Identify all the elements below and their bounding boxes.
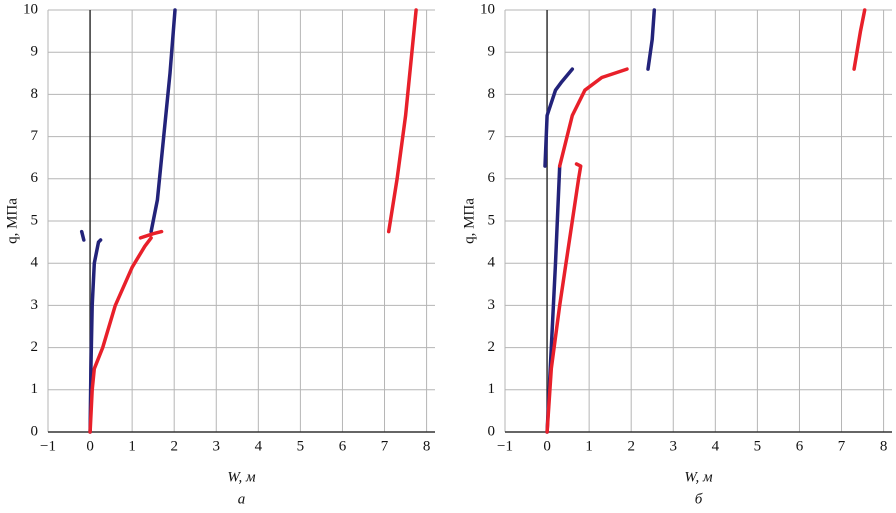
data-line bbox=[88, 8, 418, 434]
y-tick-label: 8 bbox=[488, 86, 496, 102]
y-tick-label: 6 bbox=[31, 170, 39, 186]
y-tick-label: 5 bbox=[31, 212, 39, 228]
y-axis-label: q, МПа bbox=[461, 198, 477, 244]
y-tick-label: 10 bbox=[23, 1, 38, 17]
x-tick-label: 7 bbox=[838, 438, 846, 454]
x-tick-label: 1 bbox=[585, 438, 593, 454]
y-tick-label: 9 bbox=[31, 44, 39, 60]
x-tick-label: 2 bbox=[627, 438, 635, 454]
x-tick-label: 7 bbox=[381, 438, 389, 454]
y-tick-label: 6 bbox=[488, 170, 496, 186]
x-tick-label: 4 bbox=[712, 438, 720, 454]
x-tick-label: 5 bbox=[297, 438, 305, 454]
y-tick-label: 2 bbox=[31, 339, 39, 355]
x-tick-label: 8 bbox=[423, 438, 431, 454]
y-tick-label: 1 bbox=[488, 381, 496, 397]
panel-caption: б bbox=[695, 491, 703, 507]
x-tick-label: 6 bbox=[339, 438, 347, 454]
x-tick-label: 6 bbox=[796, 438, 804, 454]
y-tick-label: 3 bbox=[488, 297, 496, 313]
y-tick-label: 0 bbox=[31, 423, 39, 439]
y-tick-label: 9 bbox=[488, 44, 496, 60]
x-tick-label: 2 bbox=[170, 438, 178, 454]
x-tick-label: 3 bbox=[213, 438, 221, 454]
y-tick-label: 5 bbox=[488, 212, 496, 228]
y-tick-label: 2 bbox=[488, 339, 496, 355]
x-axis-label: W, м bbox=[227, 469, 256, 485]
y-tick-label: 8 bbox=[31, 86, 39, 102]
x-tick-label: 4 bbox=[255, 438, 263, 454]
y-tick-label: 4 bbox=[31, 255, 39, 271]
y-tick-label: 1 bbox=[31, 381, 39, 397]
x-tick-label: −1 bbox=[40, 438, 56, 454]
data-line bbox=[545, 8, 867, 434]
x-tick-label: 3 bbox=[670, 438, 678, 454]
y-tick-label: 3 bbox=[31, 297, 39, 313]
x-tick-label: 1 bbox=[128, 438, 136, 454]
x-tick-label: 8 bbox=[880, 438, 888, 454]
x-tick-label: 5 bbox=[754, 438, 762, 454]
data-line bbox=[79, 8, 177, 434]
panel-caption: а bbox=[238, 491, 246, 507]
y-tick-label: 10 bbox=[480, 1, 495, 17]
y-tick-label: 4 bbox=[488, 255, 496, 271]
y-axis-label: q, МПа bbox=[4, 198, 20, 244]
y-tick-label: 7 bbox=[488, 128, 496, 144]
y-tick-label: 0 bbox=[488, 423, 496, 439]
x-tick-label: 0 bbox=[86, 438, 94, 454]
x-axis-label: W, м bbox=[684, 469, 713, 485]
x-tick-label: 0 bbox=[543, 438, 551, 454]
x-tick-label: −1 bbox=[497, 438, 513, 454]
y-tick-label: 7 bbox=[31, 128, 39, 144]
